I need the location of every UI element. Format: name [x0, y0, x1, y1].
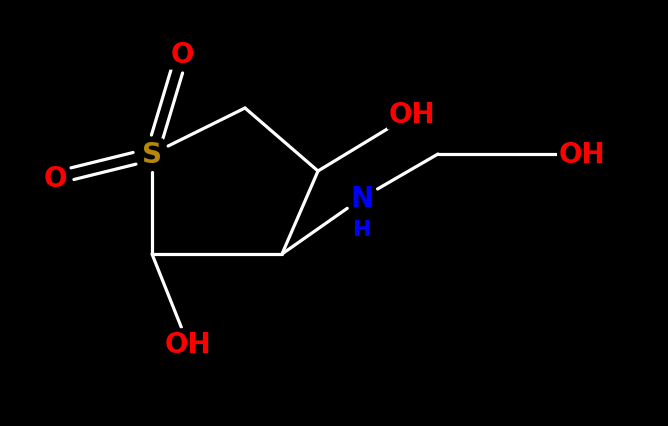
Text: N: N — [351, 184, 373, 213]
Text: OH: OH — [165, 330, 211, 358]
Text: OH: OH — [389, 101, 436, 129]
Text: S: S — [142, 141, 162, 169]
Text: O: O — [170, 41, 194, 69]
Text: O: O — [43, 164, 67, 193]
Text: OH: OH — [558, 141, 605, 169]
Text: H: H — [353, 219, 371, 239]
